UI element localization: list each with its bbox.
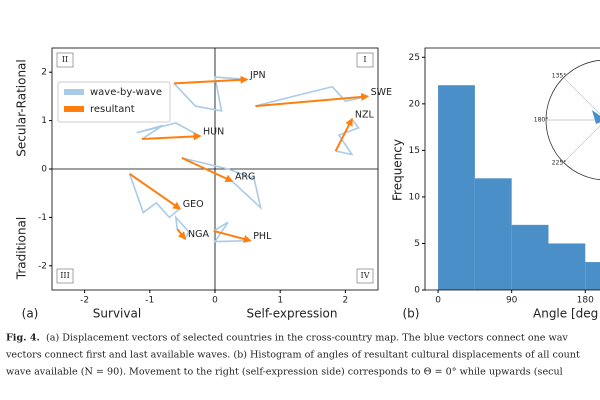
caption-line: (a) Displacement vectors of selected cou… <box>46 333 568 344</box>
plot-area <box>438 85 600 290</box>
quadrant-box <box>56 52 74 68</box>
inset-fan <box>592 110 600 124</box>
bar <box>511 224 549 290</box>
x-tick-label: -2 <box>80 296 89 306</box>
resultant-arrow <box>141 132 202 141</box>
caption-line: vectors connect first and last available… <box>5 350 580 361</box>
x-tick-label: 90 <box>506 296 518 306</box>
inset-spoke <box>563 125 600 163</box>
wave-path <box>181 157 262 211</box>
x-axis-label: Angle [deg <box>533 307 598 321</box>
x-tick-label: 180 <box>577 296 594 306</box>
wave-path <box>174 215 190 240</box>
legend-label: wave-by-wave <box>90 87 162 98</box>
y-tick-label: 2 <box>41 68 47 78</box>
country-label: PHL <box>253 231 272 242</box>
y-axis-label: Secular-Rational <box>15 59 29 157</box>
country-label: ARG <box>235 172 255 183</box>
x-tick-label: 2 <box>343 296 349 306</box>
plot-frame <box>424 47 600 291</box>
wave-path <box>255 85 368 107</box>
x-tick-label: 0 <box>212 296 218 306</box>
bar <box>548 243 586 290</box>
resultant-arrow <box>129 173 182 210</box>
inset-label: 180° <box>534 117 548 124</box>
caption-line: wave available (N = 90). Movement to the… <box>6 367 563 378</box>
y-tick-label: 0 <box>414 286 420 296</box>
y-tick-label: 20 <box>409 99 421 109</box>
quadrant-box <box>356 268 374 284</box>
y-tick-label: -2 <box>38 261 47 271</box>
bar <box>474 178 512 290</box>
country-label: JPN <box>249 70 266 81</box>
x-tick-label: 1 <box>277 296 283 306</box>
resultant-arrow <box>334 117 353 152</box>
x-tick-label: -1 <box>145 296 154 306</box>
y-tick-label: 15 <box>409 146 420 156</box>
inset-label: 225° <box>552 160 566 167</box>
quadrant-box <box>56 268 74 284</box>
country-label: NZL <box>355 110 375 121</box>
resultant-arrow <box>176 228 187 240</box>
resultant-arrow <box>173 75 249 85</box>
x-tick-label: 0 <box>435 296 441 306</box>
resultant-arrow <box>255 92 370 108</box>
x-axis-label: Survival <box>93 307 141 321</box>
wave-path <box>213 221 251 243</box>
inset-label: 135° <box>552 73 566 80</box>
x-axis-label: Self-expression <box>247 307 338 321</box>
y-tick-label: 1 <box>41 116 47 126</box>
legend-box <box>57 81 171 123</box>
wave-path <box>136 122 201 140</box>
resultant-arrow <box>181 156 234 183</box>
quadrant-box <box>356 52 374 68</box>
panel-label: (b) <box>403 307 420 321</box>
y-tick-label: 0 <box>41 165 47 175</box>
legend-swatch <box>64 106 84 112</box>
legend-label: resultant <box>90 104 135 115</box>
inset-spoke <box>563 77 600 115</box>
y-tick-label: -1 <box>38 213 47 223</box>
y-axis-label: Frequency <box>391 139 405 201</box>
bar <box>438 85 475 290</box>
wave-path <box>173 76 248 112</box>
wave-path <box>335 118 360 156</box>
resultant-arrow <box>213 229 252 243</box>
country-label: GEO <box>183 199 204 210</box>
quadrant-label: IV <box>361 271 370 280</box>
country-label: SWE <box>371 87 392 98</box>
legend-swatch <box>64 89 84 95</box>
quadrant-label: I <box>363 55 366 64</box>
country-label: HUN <box>203 127 224 138</box>
y-tick-label: 10 <box>409 192 421 202</box>
y-axis-label: Traditional <box>15 217 29 280</box>
caption-label: Fig. 4. <box>6 333 40 344</box>
quadrant-label: II <box>62 55 68 64</box>
country-label: NGA <box>188 229 209 240</box>
y-tick-label: 5 <box>414 239 420 249</box>
wave-path <box>128 173 181 219</box>
quadrant-label: III <box>60 271 69 280</box>
panel-label: (a) <box>22 307 39 321</box>
bar <box>585 262 600 290</box>
y-tick-label: 25 <box>409 53 420 63</box>
